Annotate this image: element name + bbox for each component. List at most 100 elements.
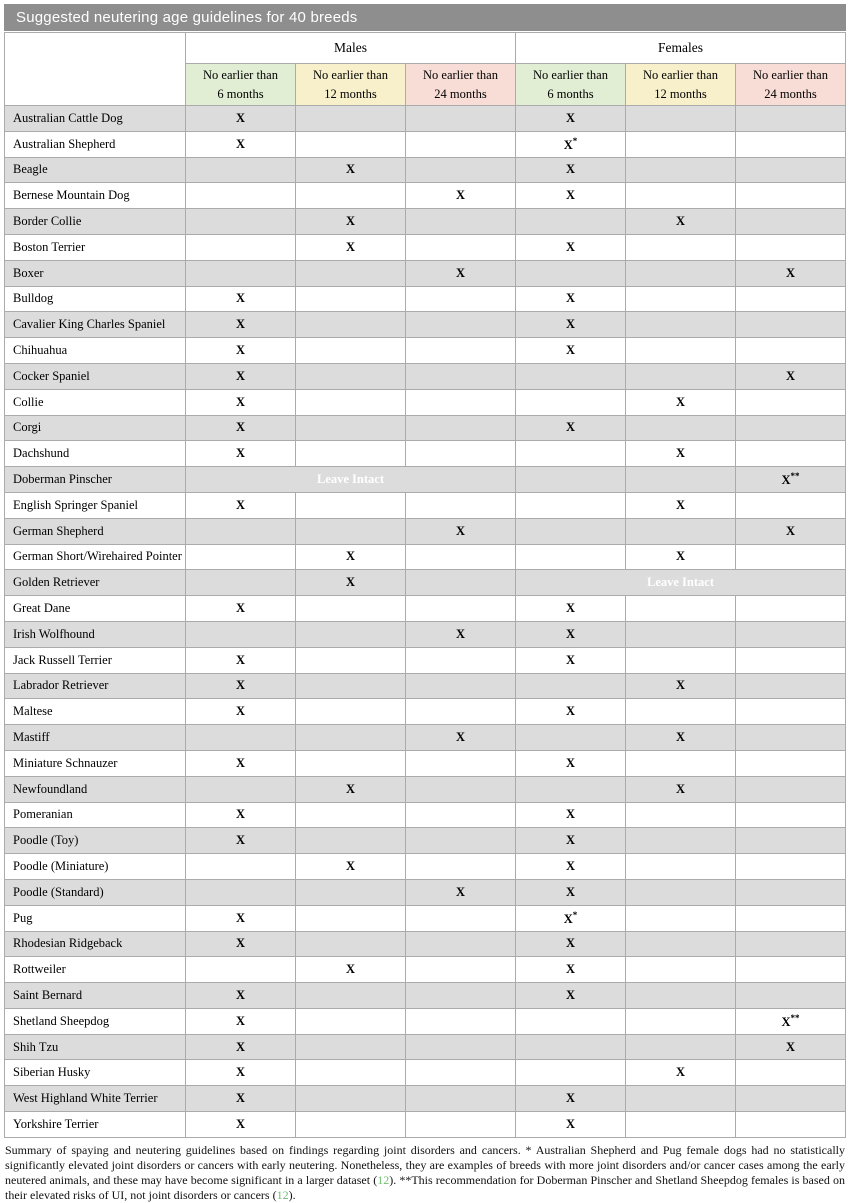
breed-name: Border Collie (4, 208, 186, 235)
breed-name: West Highland White Terrier (4, 1085, 186, 1113)
guideline-cell (735, 982, 846, 1009)
breed-name: Shetland Sheepdog (4, 1007, 186, 1035)
guideline-cell (185, 233, 296, 261)
breed-name: Labrador Retriever (4, 672, 186, 700)
guideline-cell: X (515, 982, 626, 1009)
male-6mo-header: No earlier than 6 months (185, 63, 296, 106)
guideline-cell (625, 982, 736, 1009)
guideline-cell (735, 543, 846, 571)
guideline-cell (295, 414, 406, 442)
citation-link[interactable]: 12 (276, 1187, 289, 1202)
guideline-cell: X (185, 1111, 296, 1138)
guideline-cell (625, 130, 736, 158)
table-row: Bernese Mountain Dog X X (4, 182, 846, 210)
guideline-cell: X (405, 878, 516, 906)
guideline-cell (295, 1111, 406, 1138)
guideline-cell (735, 698, 846, 726)
guideline-cell (405, 698, 516, 726)
guideline-cell (295, 620, 406, 648)
guideline-cell: X (625, 440, 736, 468)
guideline-cell: X (515, 337, 626, 364)
guideline-cell: X (185, 440, 296, 468)
breed-name: Boxer (4, 259, 186, 287)
guideline-cell (295, 105, 406, 132)
guideline-cell: X (405, 620, 516, 648)
guideline-cell (515, 517, 626, 545)
guidelines-table-body: Australian Cattle Dog X X Australian Shephe… (4, 105, 846, 1138)
guideline-cell: X (295, 156, 406, 184)
breed-name: Poodle (Toy) (4, 827, 186, 855)
guideline-cell: X (185, 1007, 296, 1035)
guideline-cell (515, 1033, 626, 1061)
guideline-cell (405, 388, 516, 416)
guideline-cell (295, 595, 406, 622)
guideline-cell (185, 620, 296, 648)
guideline-cell (185, 956, 296, 984)
citation-link[interactable]: 12 (377, 1172, 390, 1187)
guideline-cell (295, 440, 406, 468)
guideline-cell: X (185, 982, 296, 1009)
guideline-cell: X (625, 724, 736, 751)
breed-name: Yorkshire Terrier (4, 1111, 186, 1138)
guideline-cell (185, 878, 296, 906)
guideline-cell (735, 414, 846, 442)
breed-name: German Short/Wirehaired Pointer (4, 543, 186, 571)
guideline-cell: X** (735, 1007, 846, 1035)
guideline-cell (295, 724, 406, 751)
breed-name: Boston Terrier (4, 233, 186, 261)
guideline-cell: X (625, 208, 736, 235)
breed-name: Bernese Mountain Dog (4, 182, 186, 210)
guideline-cell: X (295, 569, 406, 597)
guideline-cell: X (625, 1059, 736, 1087)
guideline-cell (625, 362, 736, 390)
guideline-cell (735, 672, 846, 700)
guideline-cell (515, 208, 626, 235)
guideline-cell (515, 672, 626, 700)
table-row: Yorkshire Terrier X X (4, 1111, 846, 1138)
guideline-cell (625, 414, 736, 442)
males-group-header: Males (185, 32, 516, 64)
guideline-cell: X (405, 517, 516, 545)
table-row: Australian Cattle Dog X X (4, 105, 846, 132)
females-group-header: Females (515, 32, 846, 64)
guideline-cell (735, 904, 846, 932)
guideline-cell (405, 233, 516, 261)
guideline-cell: X (405, 724, 516, 751)
guideline-cell (735, 878, 846, 906)
table-row: Collie X X (4, 388, 846, 416)
guideline-cell: X (515, 105, 626, 132)
guideline-cell (515, 1059, 626, 1087)
guideline-cell (405, 543, 516, 571)
table-row: Poodle (Toy) X X (4, 827, 846, 855)
guideline-cell: X (515, 233, 626, 261)
breed-name: Rottweiler (4, 956, 186, 984)
table-row: German Shepherd X X (4, 517, 846, 545)
guideline-cell: X** (735, 466, 846, 493)
guideline-cell: X (515, 827, 626, 855)
guideline-cell (625, 827, 736, 855)
guideline-cell (185, 208, 296, 235)
guideline-cell (735, 595, 846, 622)
guideline-cell: X (185, 930, 296, 958)
guideline-cell (185, 156, 296, 184)
guideline-cell (625, 620, 736, 648)
breed-name: Newfoundland (4, 775, 186, 803)
guideline-cell: X (405, 182, 516, 210)
guideline-cell: X (625, 672, 736, 700)
guideline-cell (735, 1111, 846, 1138)
guideline-cell (735, 130, 846, 158)
table-row: Newfoundland X X (4, 775, 846, 803)
breed-name: Collie (4, 388, 186, 416)
guideline-cell (295, 672, 406, 700)
guideline-cell: X (185, 595, 296, 622)
table-row: Beagle X X (4, 156, 846, 184)
table-row: Rottweiler X X (4, 956, 846, 984)
table-row: Shih Tzu X X (4, 1033, 846, 1061)
guideline-cell (735, 182, 846, 210)
guideline-cell (625, 1085, 736, 1113)
guideline-cell: X (185, 491, 296, 519)
guideline-cell (625, 956, 736, 984)
guideline-cell: X (185, 904, 296, 932)
guideline-cell: X (185, 311, 296, 339)
guideline-cell (625, 337, 736, 364)
